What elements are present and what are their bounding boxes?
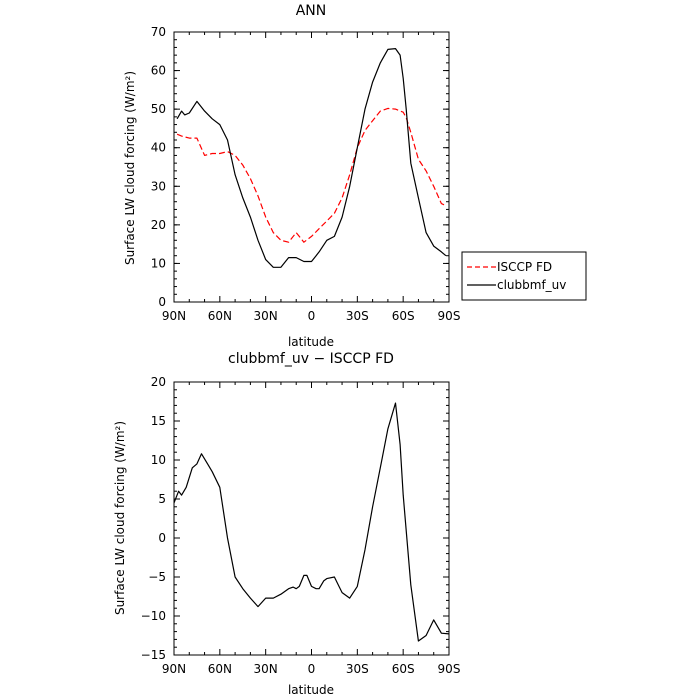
x-tick-label: 90N <box>162 309 186 323</box>
legend-box <box>461 251 587 301</box>
series-layer <box>173 402 450 642</box>
series-layer <box>176 47 447 268</box>
y-tick-label: 60 <box>151 64 166 78</box>
series-line-0 <box>173 402 450 642</box>
y-tick-label: −10 <box>141 609 166 623</box>
y-tick-label: 0 <box>158 531 166 545</box>
y-tick-label: 40 <box>151 141 166 155</box>
x-tick-label: 30S <box>346 309 369 323</box>
legend-label-isccp: ISCCP FD <box>497 260 552 274</box>
tick-layer: 90N 60N 30N 0 30S 60S 90S 0 10 20 30 40 50 60 70 <box>151 25 461 323</box>
y-axis-label: Surface LW cloud forcing (W/m²) <box>123 71 137 265</box>
panel-annual-mean: ANN Surface LW cloud forcing (W/m²) lati… <box>123 3 587 349</box>
y-tick-label: 5 <box>158 492 166 506</box>
y-tick-label: −5 <box>148 570 166 584</box>
legend: ISCCP FD clubbmf_uv <box>461 251 587 301</box>
y-axis-label: Surface LW cloud forcing (W/m²) <box>113 421 127 615</box>
x-tick-label: 60S <box>392 309 415 323</box>
series-line-isccp-fd <box>176 107 447 243</box>
chart-title: clubbmf_uv − ISCCP FD <box>228 351 394 367</box>
x-tick-label: 0 <box>308 309 316 323</box>
y-tick-label: 20 <box>151 375 166 389</box>
y-tick-label: 50 <box>151 102 166 116</box>
plot-frame <box>173 381 450 656</box>
plot-area <box>173 381 450 656</box>
series-line-clubbmf-uv <box>176 47 447 268</box>
x-tick-label: 60N <box>208 309 232 323</box>
y-tick-label: 30 <box>151 179 166 193</box>
x-tick-label: 30N <box>254 662 278 676</box>
x-tick-label: 30S <box>346 662 369 676</box>
panel-difference: clubbmf_uv − ISCCP FD Surface LW cloud f… <box>113 351 460 697</box>
y-tick-label: 70 <box>151 25 166 39</box>
x-tick-label: 90N <box>162 662 186 676</box>
y-tick-label: 10 <box>151 453 166 467</box>
x-tick-label: 60S <box>392 662 415 676</box>
y-tick-label: 20 <box>151 218 166 232</box>
tick-layer: 90N 60N 30N 0 30S 60S 90S −15 −10 −5 0 5 10 15 20 <box>141 375 461 676</box>
y-tick-label: 15 <box>151 414 166 428</box>
x-tick-label: 90S <box>438 309 461 323</box>
legend-label-clubbmf: clubbmf_uv <box>497 278 566 292</box>
x-tick-label: 30N <box>254 309 278 323</box>
y-tick-label: −15 <box>141 648 166 662</box>
chart-title: ANN <box>296 3 327 19</box>
x-axis-label: latitude <box>288 683 334 697</box>
x-tick-label: 0 <box>308 662 316 676</box>
x-tick-label: 60N <box>208 662 232 676</box>
y-tick-label: 0 <box>158 295 166 309</box>
x-tick-label: 90S <box>438 662 461 676</box>
y-tick-label: 10 <box>151 256 166 270</box>
x-axis-label: latitude <box>288 335 334 349</box>
